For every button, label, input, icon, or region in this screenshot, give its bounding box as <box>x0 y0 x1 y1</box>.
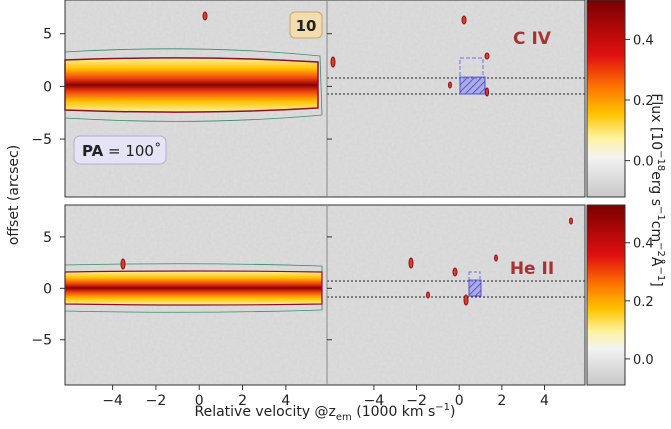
y-tick-label: 5 <box>43 27 52 43</box>
superscript: −1 <box>435 402 450 413</box>
label-part: erg s <box>648 171 664 206</box>
badge: 10 <box>296 17 317 35</box>
blob <box>463 294 469 306</box>
pa-label: PA = 100˚ <box>82 142 161 160</box>
y-tick-label: 0 <box>43 281 52 297</box>
label-part: ) <box>450 404 455 420</box>
frame <box>64 0 586 198</box>
blob <box>461 15 467 25</box>
hatched-box <box>468 279 482 297</box>
colorbar-tick-label: 0.2 <box>633 295 654 310</box>
blob <box>485 87 489 97</box>
contour <box>64 48 323 122</box>
x-tick-label: −2 <box>146 393 167 409</box>
trace <box>64 270 323 306</box>
x-tick-label: 2 <box>238 393 247 409</box>
colorbar-tick-label: 0.2 <box>633 94 654 109</box>
blob <box>408 257 414 269</box>
panel-label: C IV <box>513 29 552 49</box>
label-part: cm <box>648 221 664 242</box>
subscript: em <box>336 412 352 423</box>
label-part: Flux [10 <box>648 93 664 150</box>
superscript: −18 <box>655 150 666 171</box>
x-tick-label: −4 <box>102 393 123 409</box>
pa-box <box>73 135 167 165</box>
contour <box>64 263 323 313</box>
blob <box>426 291 430 299</box>
y-tick-label: −5 <box>31 132 52 148</box>
panels <box>64 0 586 386</box>
x-tick-label: −4 <box>364 393 385 409</box>
x-tick-label: 4 <box>281 393 290 409</box>
label-part: ] <box>648 281 664 286</box>
x-tick-label: 0 <box>455 393 464 409</box>
y-tick-label: 0 <box>43 79 52 95</box>
colorbar <box>586 204 626 386</box>
x-label: Relative velocity @zem (1000 km s−1) <box>194 402 455 423</box>
blob <box>120 258 126 270</box>
dashed-box <box>468 271 481 281</box>
blob <box>330 56 336 68</box>
label-part: Relative velocity @z <box>194 404 335 420</box>
pa-name: PA <box>82 142 104 160</box>
superscript: −1 <box>655 206 666 221</box>
badge-box <box>289 11 323 39</box>
x-tick-label: 4 <box>540 393 549 409</box>
y-tick-label: 5 <box>43 230 52 246</box>
colorbar-tick-label: 0.0 <box>633 155 654 170</box>
blobs <box>120 11 573 306</box>
blob <box>448 81 452 89</box>
label-part: Å <box>648 257 665 267</box>
hatched-box <box>459 76 486 95</box>
colorbar-tick-label: 0.0 <box>633 353 654 368</box>
blob <box>494 254 498 262</box>
blob <box>484 52 490 60</box>
label-part: (1000 km s <box>352 404 435 420</box>
x-tick-label: −2 <box>406 393 427 409</box>
trace <box>64 57 319 113</box>
y-label: offset (arcsec) <box>6 145 22 245</box>
pa-text: = 100˚ <box>103 142 161 160</box>
superscript: −1 <box>655 266 666 281</box>
dashed-box <box>459 57 484 78</box>
colorbar-tick-label: 0.4 <box>633 237 654 252</box>
colorbar-label: Flux [10−18erg s−1cm−2Å−1] <box>648 93 666 286</box>
colorbar <box>586 0 626 198</box>
blob <box>452 267 458 277</box>
panel-label: He II <box>510 259 554 279</box>
superscript: −2 <box>655 242 666 257</box>
x-tick-label: 0 <box>195 393 204 409</box>
x-tick-label: 2 <box>497 393 506 409</box>
blob <box>569 217 573 225</box>
blob <box>202 11 208 21</box>
frame <box>64 204 586 386</box>
colorbar-tick-label: 0.4 <box>633 33 654 48</box>
y-tick-label: −5 <box>31 333 52 349</box>
